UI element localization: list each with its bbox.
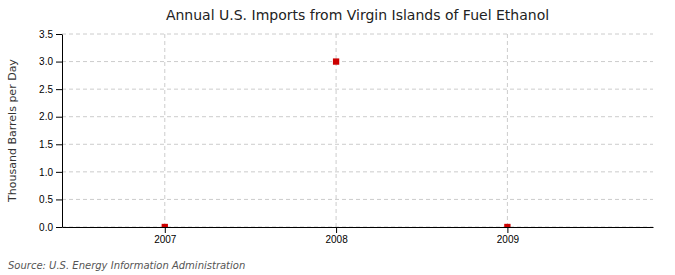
x-tick: 2008 <box>325 227 348 245</box>
y-tick-label: 0.5 <box>39 194 53 205</box>
y-tick-label: 2.0 <box>39 111 53 122</box>
grid-line-y <box>62 144 653 145</box>
y-axis-line <box>62 35 63 228</box>
y-tick: 3.0 <box>39 56 62 67</box>
x-axis: 2007 2008 2009 <box>63 227 654 245</box>
y-tick-label: 3.5 <box>39 29 53 40</box>
grid-line-y <box>62 89 653 90</box>
grid-line-x <box>507 34 508 227</box>
y-axis: 0.0 0.5 1.0 1.5 2.0 2.5 3.0 3.5 <box>39 29 62 233</box>
y-tick-mark <box>56 172 62 173</box>
grid-line-x <box>164 34 165 227</box>
chart: 2007 2008 2009 0.0 0.5 1.0 1.5 2.0 2.5 3.0 3.5 Annu… <box>0 0 675 275</box>
point <box>504 224 510 227</box>
y-tick: 0.5 <box>39 194 62 205</box>
grid-line-y <box>62 199 653 200</box>
x-tick-label: 2008 <box>325 234 348 245</box>
y-tick-mark <box>56 227 62 228</box>
y-tick: 3.5 <box>39 29 62 40</box>
y-tick: 2.5 <box>39 84 62 95</box>
y-tick-mark <box>56 117 62 118</box>
title: Annual U.S. Imports from Virgin Islands … <box>166 7 549 23</box>
y-tick-mark <box>56 89 62 90</box>
y-tick-label: 1.0 <box>39 167 53 178</box>
x-tick-mark <box>507 227 508 233</box>
grid-line-y <box>62 116 653 117</box>
grid-line-y <box>62 61 653 62</box>
y-tick: 1.5 <box>39 139 62 150</box>
annotation: Source: U.S. Energy Information Administ… <box>8 260 245 271</box>
x-tick: 2007 <box>154 227 177 245</box>
x-tick-label: 2007 <box>154 234 177 245</box>
y-tick: 2.0 <box>39 111 62 122</box>
grid-line-y <box>62 171 653 172</box>
y-tick: 0.0 <box>39 222 62 233</box>
y-tick-mark <box>56 144 62 145</box>
y-tick-label: 3.0 <box>39 56 53 67</box>
grid-line-y <box>62 227 653 228</box>
x-axis-line <box>63 227 654 228</box>
x-tick-mark <box>165 227 166 233</box>
point <box>333 58 339 64</box>
grid-line-y <box>62 34 653 35</box>
x-tick-label: 2009 <box>497 234 520 245</box>
y-tick-label: 1.5 <box>39 139 53 150</box>
y-tick-label: 0.0 <box>39 222 53 233</box>
x-tick-mark <box>336 227 337 233</box>
y-tick: 1.0 <box>39 167 62 178</box>
y-tick-label: 2.5 <box>39 84 53 95</box>
grid <box>62 34 653 227</box>
y-tick-mark <box>56 199 62 200</box>
y-axis-label: Thousand Barrels per Day <box>6 59 19 203</box>
y-tick-mark <box>56 34 62 35</box>
plot-area: 2007 2008 2009 0.0 0.5 1.0 1.5 2.0 2.5 3.0 3.5 <box>39 29 653 245</box>
point <box>162 224 168 227</box>
marks <box>162 58 511 227</box>
y-tick-mark <box>56 62 62 63</box>
x-tick: 2009 <box>497 227 520 245</box>
